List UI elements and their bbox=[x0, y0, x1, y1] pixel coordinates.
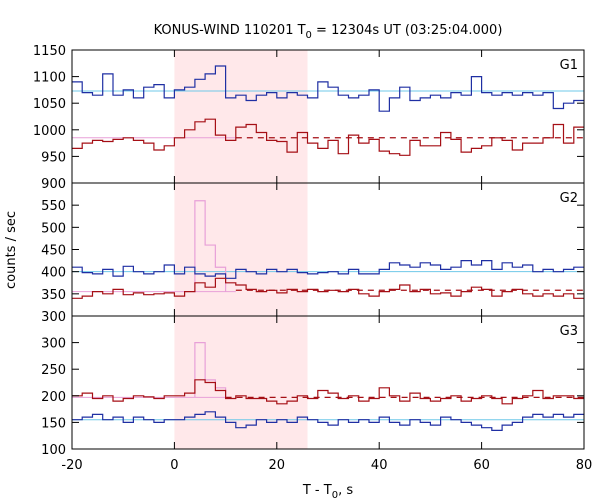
shaded-interval bbox=[174, 50, 308, 183]
panel-label: G2 bbox=[560, 191, 578, 206]
x-tick-label: 80 bbox=[576, 458, 593, 473]
chart-title-main: KONUS-WIND 110201 T bbox=[154, 23, 306, 38]
shaded-interval bbox=[174, 183, 308, 316]
x-tick-label: 0 bbox=[170, 458, 178, 473]
x-tick-label: 20 bbox=[269, 458, 286, 473]
x-axis-label-rest: , s bbox=[338, 483, 353, 498]
y-tick-label: 250 bbox=[41, 363, 66, 378]
y-tick-label: 400 bbox=[41, 266, 66, 281]
blue-count-series bbox=[72, 260, 584, 279]
panel-frame bbox=[71, 49, 585, 184]
x-tick-label: 40 bbox=[371, 458, 388, 473]
red-count-series bbox=[72, 379, 584, 405]
panel-g3: 100 150 200 250 300 G3 bbox=[41, 315, 585, 458]
y-tick-label: 900 bbox=[41, 177, 66, 192]
y-tick-label: 200 bbox=[41, 390, 66, 405]
y-axis-label: counts / sec bbox=[4, 211, 19, 289]
panels-group: 9009501000105011001150G13003504004505005… bbox=[33, 44, 592, 473]
y-tick-label: 1050 bbox=[33, 97, 66, 112]
y-tick-label: 500 bbox=[41, 221, 66, 236]
pink-pulse-series bbox=[194, 342, 227, 398]
x-axis-label: T - T0, s bbox=[302, 483, 353, 500]
chart-title-rest: = 12304s UT (03:25:04.000) bbox=[312, 23, 502, 38]
red-count-series bbox=[72, 277, 584, 299]
red-count-series bbox=[72, 118, 584, 156]
chart-title: KONUS-WIND 110201 T0 = 12304s UT (03:25:… bbox=[154, 23, 503, 41]
y-tick-label: 350 bbox=[41, 288, 66, 303]
blue-count-series bbox=[72, 411, 584, 431]
shaded-interval bbox=[174, 316, 308, 449]
y-tick-label: 550 bbox=[41, 199, 66, 214]
blue-count-series bbox=[72, 65, 584, 112]
y-tick-label: 100 bbox=[41, 443, 66, 458]
x-axis-label-main: T - T bbox=[302, 483, 332, 498]
panel-label: G3 bbox=[560, 324, 578, 339]
panel-g2: 300 350 400 450 500 550 G2 bbox=[41, 182, 585, 325]
y-tick-label: 950 bbox=[41, 150, 66, 165]
y-tick-label: 300 bbox=[41, 310, 66, 325]
chart-title-sub: 0 bbox=[306, 30, 312, 41]
x-tick-label: -20 bbox=[61, 458, 82, 473]
panel-frame bbox=[71, 182, 585, 317]
y-tick-label: 450 bbox=[41, 244, 66, 259]
y-tick-label: 300 bbox=[41, 337, 66, 352]
panel-label: G1 bbox=[560, 58, 578, 73]
pink-pulse-series bbox=[194, 200, 227, 292]
panel-frame bbox=[71, 315, 585, 450]
y-tick-label: 1150 bbox=[33, 44, 66, 59]
x-axis-label-sub: 0 bbox=[332, 490, 338, 500]
x-tick-label: 60 bbox=[473, 458, 490, 473]
y-tick-label: 150 bbox=[41, 416, 66, 431]
y-tick-label: 1000 bbox=[33, 124, 66, 139]
panel-g1: 900 950 1000 1050 1100 1150 G1 bbox=[33, 44, 585, 192]
y-tick-label: 1100 bbox=[33, 71, 66, 86]
